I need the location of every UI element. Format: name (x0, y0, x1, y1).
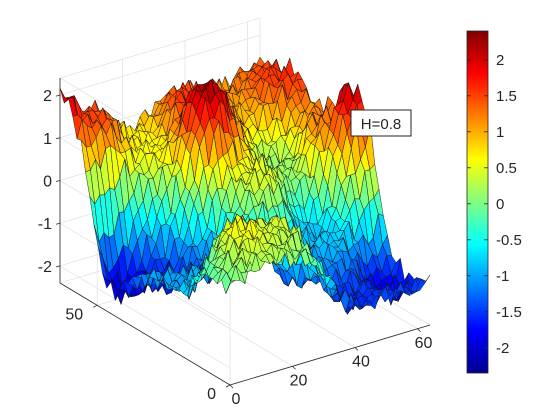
z-tick-label: 2 (43, 88, 52, 105)
annotation-box: H=0.8 (350, 109, 412, 137)
grid-line-z-left (59, 265, 231, 369)
colorbar-tick-label: -2 (496, 340, 509, 357)
y-tick-label: 0 (207, 386, 216, 403)
axes-3d: 0 20 40 60 0 50 -2 -1 0 1 2 (38, 17, 433, 408)
x-tick-mark (354, 347, 359, 351)
colorbar-tick-label: -0.5 (496, 232, 522, 249)
y-tick-mark (93, 304, 98, 308)
x-axis-line (229, 324, 431, 386)
colorbar-tick-label: -1.5 (496, 304, 522, 321)
colorbar-tick-label: 1 (496, 124, 504, 141)
colorbar-ticks: -2 -1.5 -1 -0.5 0 0.5 1 1.5 2 (467, 52, 522, 357)
y-tick-label: 50 (65, 306, 83, 323)
z-tick-label: -1 (38, 216, 52, 233)
x-tick-mark (292, 365, 296, 370)
colorbar-tick-label: 2 (496, 52, 504, 69)
z-tick-label: -2 (38, 259, 52, 276)
x-tick-label: 0 (232, 391, 241, 408)
z-tick-label: 1 (43, 131, 52, 148)
x-tick-label: 60 (415, 335, 433, 352)
z-tick-mark (55, 94, 61, 97)
colorbar: -2 -1.5 -1 -0.5 0 0.5 1 1.5 2 (466, 30, 522, 374)
x-tick-label: 40 (352, 354, 370, 371)
grid-line-z-back (59, 34, 261, 96)
z-tick-mark (55, 137, 61, 140)
surface-plot (59, 56, 431, 315)
z-tick-mark (55, 222, 61, 225)
box-edge-top-back (59, 17, 261, 79)
y-axis-line (59, 282, 231, 386)
annotation-frame (350, 109, 412, 137)
surface-facet (420, 274, 431, 284)
axis-ticks: 0 20 40 60 0 50 -2 -1 0 1 2 (38, 88, 433, 408)
annotation-text: H=0.8 (361, 116, 401, 133)
x-tick-mark (417, 328, 421, 333)
x-tick-label: 20 (290, 372, 308, 389)
colorbar-gradient (466, 30, 489, 374)
z-tick-mark (55, 265, 61, 268)
z-tick-label: 0 (43, 174, 52, 191)
colorbar-tick-label: 1.5 (496, 88, 517, 105)
colorbar-tick-label: 0 (496, 196, 504, 213)
y-tick-mark (225, 384, 231, 388)
colorbar-tick-label: -1 (496, 268, 509, 285)
z-tick-mark (55, 180, 61, 182)
x-tick-mark (229, 384, 234, 389)
colorbar-tick-label: 0.5 (496, 160, 517, 177)
